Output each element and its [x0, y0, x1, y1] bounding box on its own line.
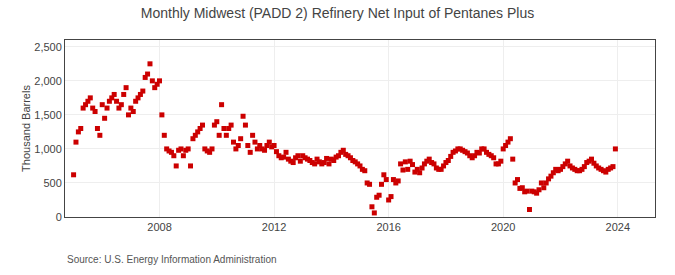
svg-text:0: 0 — [56, 211, 62, 223]
svg-text:2008: 2008 — [147, 221, 171, 233]
svg-text:2,500: 2,500 — [34, 41, 62, 53]
svg-text:2,000: 2,000 — [34, 75, 62, 87]
svg-text:2016: 2016 — [376, 221, 400, 233]
svg-text:2012: 2012 — [262, 221, 286, 233]
svg-text:Monthly Midwest (PADD 2) Refin: Monthly Midwest (PADD 2) Refinery Net In… — [141, 5, 534, 21]
svg-text:Source: U.S. Energy Informatio: Source: U.S. Energy Information Administ… — [67, 254, 277, 265]
svg-text:500: 500 — [43, 177, 61, 189]
svg-text:2020: 2020 — [491, 221, 515, 233]
svg-text:1,000: 1,000 — [34, 143, 62, 155]
svg-text:Thousand Barrels: Thousand Barrels — [20, 85, 32, 172]
svg-text:1,500: 1,500 — [34, 109, 62, 121]
svg-text:2024: 2024 — [606, 221, 630, 233]
